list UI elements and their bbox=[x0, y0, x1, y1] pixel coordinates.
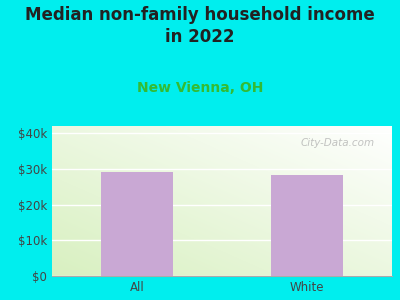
Text: City-Data.com: City-Data.com bbox=[300, 138, 374, 148]
Text: New Vienna, OH: New Vienna, OH bbox=[137, 81, 263, 95]
Bar bbox=[271, 175, 343, 276]
Bar bbox=[101, 172, 173, 276]
Text: Median non-family household income
in 2022: Median non-family household income in 20… bbox=[25, 6, 375, 46]
